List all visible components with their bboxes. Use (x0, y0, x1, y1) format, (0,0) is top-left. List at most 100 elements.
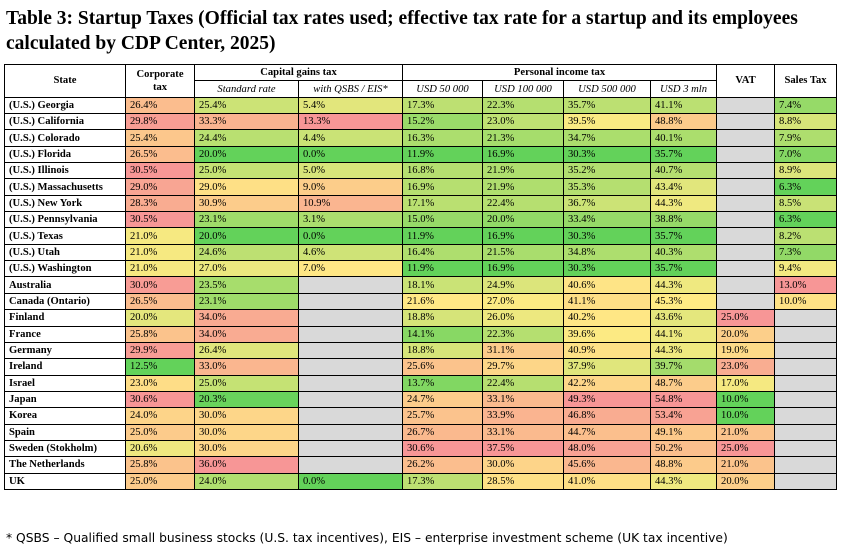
cell-cg-qsbs: 3.1% (298, 211, 403, 229)
cell-cg-standard: 30.9% (194, 194, 299, 213)
cell-pit-100k: 24.9% (482, 276, 564, 294)
cell-pit-100k: 16.9% (482, 145, 564, 164)
cell-pit-3m: 43.4% (649, 178, 718, 196)
table-row: Sweden (Stokholm) 20.6% 30.0% 30.6% 37.5% 48.… (4, 439, 838, 458)
cell-sales: 10.0% (774, 292, 838, 311)
cell-pit-500k: 33.4% (563, 211, 651, 229)
state-name: (U.S.) California (4, 113, 126, 131)
table-row: (U.S.) Utah 21.0% 24.6% 4.6% 16.4% 21.5% 34.8%… (4, 243, 838, 262)
header-capital-gains: Capital gains tax (194, 63, 403, 82)
cell-corporate: 29.8% (125, 113, 195, 131)
cell-pit-3m: 40.7% (649, 162, 718, 180)
cell-vat: 23.0% (716, 358, 776, 376)
cell-sales: 8.5% (774, 194, 838, 213)
header-pit-3m: USD 3 mln (649, 80, 718, 98)
cell-pit-500k: 40.6% (563, 276, 651, 294)
cell-pit-50k: 14.1% (402, 325, 483, 343)
cell-pit-500k: 48.0% (563, 439, 651, 458)
header-cg-qsbs: with QSBS / EIS* (298, 80, 403, 98)
cell-pit-100k: 22.4% (482, 194, 564, 213)
cell-sales: 13.0% (774, 276, 838, 294)
cell-pit-100k: 16.9% (482, 260, 564, 278)
cell-vat (716, 145, 776, 164)
cell-corporate: 25.8% (125, 325, 195, 343)
cell-pit-3m: 44.3% (649, 341, 718, 360)
cell-corporate: 21.0% (125, 243, 195, 262)
cell-sales (774, 309, 838, 327)
cell-pit-3m: 54.8% (649, 390, 718, 409)
cell-pit-500k: 44.7% (563, 423, 651, 441)
cell-pit-500k: 37.9% (563, 358, 651, 376)
state-name: (U.S.) Massachusetts (4, 178, 126, 196)
cell-corporate: 26.5% (125, 292, 195, 311)
cell-cg-standard: 33.3% (194, 113, 299, 131)
state-name: (U.S.) Utah (4, 243, 126, 262)
cell-pit-100k: 26.0% (482, 309, 564, 327)
header-sales-tax: Sales Tax (774, 64, 838, 98)
cell-cg-qsbs (298, 439, 403, 458)
cell-sales: 8.2% (774, 227, 838, 245)
cell-cg-standard: 20.0% (194, 145, 299, 164)
cell-cg-standard: 25.0% (194, 374, 299, 392)
header-pit-500k: USD 500 000 (563, 80, 651, 98)
cell-pit-500k: 40.9% (563, 341, 651, 360)
cell-pit-3m: 49.1% (649, 423, 718, 441)
cell-vat: 17.0% (716, 374, 776, 392)
table-row: (U.S.) Texas 21.0% 20.0% 0.0% 11.9% 16.9% 30.3… (4, 227, 838, 245)
cell-pit-50k: 13.7% (402, 374, 483, 392)
table-row: (U.S.) Georgia 26.4% 25.4% 5.4% 17.3% 22.3% 35… (4, 96, 838, 115)
state-name: Sweden (Stokholm) (4, 439, 126, 458)
cell-sales (774, 325, 838, 343)
cell-cg-standard: 34.0% (194, 325, 299, 343)
cell-corporate: 20.0% (125, 309, 195, 327)
state-name: UK (4, 472, 126, 490)
table-row: Spain 25.0% 30.0% 26.7% 33.1% 44.7% 49.1% 21.0% (4, 423, 838, 441)
cell-pit-500k: 34.8% (563, 243, 651, 262)
cell-pit-3m: 41.1% (649, 96, 718, 115)
cell-pit-3m: 38.8% (649, 211, 718, 229)
cell-corporate: 23.0% (125, 374, 195, 392)
cell-corporate: 24.0% (125, 407, 195, 425)
cell-vat: 19.0% (716, 341, 776, 360)
cell-sales (774, 456, 838, 474)
cell-cg-standard: 30.0% (194, 439, 299, 458)
table-row: Israel 23.0% 25.0% 13.7% 22.4% 42.2% 48.7% 17.0… (4, 374, 838, 392)
state-name: (U.S.) Colorado (4, 129, 126, 147)
cell-pit-50k: 25.6% (402, 358, 483, 376)
cell-corporate: 28.3% (125, 194, 195, 213)
cell-cg-qsbs: 0.0% (298, 227, 403, 245)
cell-pit-100k: 21.3% (482, 129, 564, 147)
cell-corporate: 21.0% (125, 260, 195, 278)
cell-pit-500k: 39.6% (563, 325, 651, 343)
cell-vat (716, 211, 776, 229)
table-body: (U.S.) Georgia 26.4% 25.4% 5.4% 17.3% 22.3% 35… (4, 96, 838, 490)
cell-sales: 7.0% (774, 145, 838, 164)
state-name: Japan (4, 390, 126, 409)
state-name: Spain (4, 423, 126, 441)
cell-pit-500k: 41.1% (563, 292, 651, 311)
cell-sales: 8.9% (774, 162, 838, 180)
cell-pit-50k: 18.8% (402, 341, 483, 360)
header-state: State (4, 64, 126, 98)
cell-pit-50k: 16.3% (402, 129, 483, 147)
state-name: Korea (4, 407, 126, 425)
cell-cg-qsbs (298, 325, 403, 343)
cell-pit-500k: 41.0% (563, 472, 651, 490)
cell-sales: 6.3% (774, 211, 838, 229)
state-name: France (4, 325, 126, 343)
cell-sales (774, 374, 838, 392)
cell-sales (774, 390, 838, 409)
table-row: (U.S.) Washington 21.0% 27.0% 7.0% 11.9% 16.9… (4, 260, 838, 278)
cell-pit-100k: 33.1% (482, 423, 564, 441)
cell-pit-50k: 18.1% (402, 276, 483, 294)
cell-vat (716, 292, 776, 311)
state-name: Germany (4, 341, 126, 360)
cell-pit-3m: 53.4% (649, 407, 718, 425)
cell-pit-100k: 33.1% (482, 390, 564, 409)
table-row: Canada (Ontario) 26.5% 23.1% 21.6% 27.0% 41.1… (4, 292, 838, 311)
cell-pit-100k: 21.9% (482, 178, 564, 196)
footnote: * QSBS – Qualified small business stocks… (6, 531, 728, 545)
cell-sales (774, 341, 838, 360)
table-row: Korea 24.0% 30.0% 25.7% 33.9% 46.8% 53.4% 10.0% (4, 407, 838, 425)
cell-cg-qsbs: 10.9% (298, 194, 403, 213)
